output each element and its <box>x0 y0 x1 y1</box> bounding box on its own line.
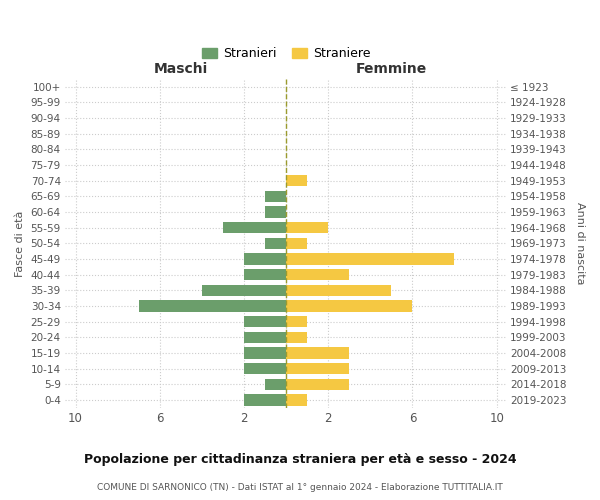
Y-axis label: Anni di nascita: Anni di nascita <box>575 202 585 284</box>
Bar <box>202 284 286 296</box>
Bar <box>286 300 412 312</box>
Legend: Stranieri, Straniere: Stranieri, Straniere <box>197 42 376 66</box>
Bar <box>244 348 286 358</box>
Bar <box>286 254 454 264</box>
Text: COMUNE DI SARNONICO (TN) - Dati ISTAT al 1° gennaio 2024 - Elaborazione TUTTITAL: COMUNE DI SARNONICO (TN) - Dati ISTAT al… <box>97 482 503 492</box>
Bar <box>265 206 286 218</box>
Bar <box>244 363 286 374</box>
Bar <box>286 238 307 249</box>
Bar <box>286 284 391 296</box>
Text: Maschi: Maschi <box>154 62 208 76</box>
Bar <box>286 348 349 358</box>
Bar <box>265 378 286 390</box>
Bar <box>286 394 307 406</box>
Bar <box>244 332 286 343</box>
Bar <box>244 269 286 280</box>
Y-axis label: Fasce di età: Fasce di età <box>15 210 25 276</box>
Bar <box>265 238 286 249</box>
Bar <box>244 394 286 406</box>
Bar <box>286 332 307 343</box>
Bar <box>244 316 286 328</box>
Bar <box>286 378 349 390</box>
Text: Femmine: Femmine <box>356 62 427 76</box>
Bar <box>223 222 286 234</box>
Bar <box>286 175 307 186</box>
Bar <box>244 254 286 264</box>
Bar <box>139 300 286 312</box>
Bar <box>286 363 349 374</box>
Bar <box>286 316 307 328</box>
Bar <box>286 269 349 280</box>
Bar <box>286 222 328 234</box>
Text: Popolazione per cittadinanza straniera per età e sesso - 2024: Popolazione per cittadinanza straniera p… <box>83 452 517 466</box>
Bar <box>265 190 286 202</box>
